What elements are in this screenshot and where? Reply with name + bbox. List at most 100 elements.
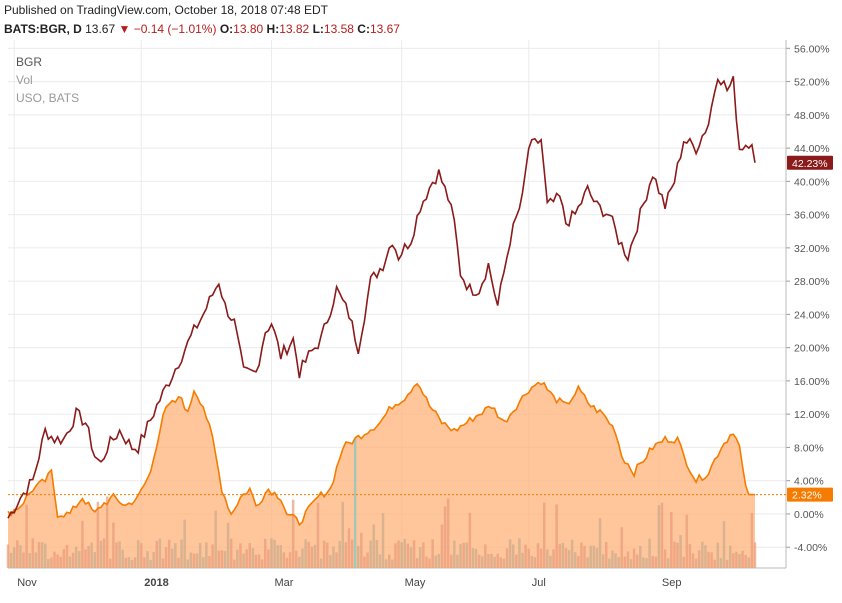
- volume-bar: [710, 552, 713, 568]
- volume-bar: [198, 543, 202, 568]
- volume-bar: [152, 552, 155, 568]
- y-tick-label: 12.00%: [794, 409, 830, 421]
- symbol-name[interactable]: BATS:BGR, D: [4, 22, 82, 36]
- volume-bar: [663, 549, 667, 568]
- volume-bar: [456, 554, 459, 568]
- volume-bar: [99, 540, 103, 568]
- volume-bar: [450, 554, 453, 568]
- volume-bar: [344, 542, 348, 568]
- volume-bar: [673, 541, 676, 568]
- volume-bar: [53, 551, 56, 568]
- volume-bar: [437, 553, 441, 568]
- volume-bar: [102, 538, 106, 568]
- volume-bar: [586, 557, 589, 568]
- volume-bar: [288, 552, 292, 568]
- volume-bar: [685, 514, 689, 568]
- volume-bar: [688, 543, 692, 568]
- volume-bar: [65, 544, 69, 568]
- volume-bar: [694, 558, 698, 568]
- volume-bar: [601, 554, 605, 568]
- volume-bar: [161, 558, 165, 568]
- volume-bar: [564, 547, 568, 568]
- volume-bar: [527, 548, 530, 568]
- volume-bar: [6, 544, 10, 568]
- volume-bar: [589, 545, 592, 568]
- y-tick-label: 32.00%: [794, 243, 830, 255]
- volume-bar: [282, 552, 286, 568]
- volume-bar: [639, 545, 642, 568]
- volume-bar: [71, 552, 75, 568]
- volume-bar: [202, 557, 205, 568]
- volume-bar: [425, 556, 428, 568]
- volume-bar: [217, 550, 221, 568]
- volume-bar: [25, 504, 28, 568]
- y-tick-label: -4.00%: [794, 542, 827, 554]
- volume-bar: [264, 538, 267, 568]
- volume-bar: [521, 552, 524, 568]
- volume-bar: [620, 527, 623, 568]
- volume-bar: [614, 553, 617, 568]
- volume-bar: [490, 553, 493, 568]
- close-label: C:: [357, 22, 370, 36]
- volume-bar: [347, 528, 351, 568]
- volume-bar: [580, 542, 583, 568]
- published-note: Published on TradingView.com, October 18…: [4, 3, 328, 17]
- volume-bar: [214, 510, 217, 568]
- volume-bar: [332, 546, 335, 568]
- volume-bar: [704, 545, 707, 568]
- volume-bar: [251, 548, 255, 568]
- volume-bar: [28, 553, 31, 568]
- volume-bar: [570, 539, 574, 568]
- volume-bar: [285, 557, 289, 568]
- volume-bar: [487, 554, 490, 568]
- volume-bar: [518, 538, 521, 568]
- volume-bar: [19, 545, 22, 568]
- volume-bar: [732, 553, 735, 568]
- volume-bar: [279, 545, 282, 568]
- volume-bar: [143, 557, 146, 568]
- x-tick-label: May: [405, 577, 426, 589]
- volume-bar: [270, 538, 273, 568]
- volume-bar: [167, 539, 171, 568]
- x-tick-label: Nov: [17, 577, 37, 589]
- published-text: Published on TradingView.com, October 18…: [4, 3, 328, 17]
- volume-bar: [446, 498, 450, 568]
- volume-bar: [707, 551, 710, 568]
- volume-bar: [205, 542, 208, 568]
- volume-bar: [223, 550, 227, 568]
- volume-bar: [670, 511, 673, 568]
- x-tick-label: Sep: [662, 577, 682, 589]
- chart-legend: BGR Vol USO, BATS: [16, 53, 79, 107]
- volume-bar: [9, 552, 13, 568]
- volume-bar: [753, 542, 757, 568]
- uso-last-value-badge: 2.32%: [792, 490, 822, 502]
- volume-bar: [474, 548, 478, 568]
- uso-area: [8, 382, 755, 568]
- volume-bar: [595, 548, 599, 568]
- volume-bar: [611, 550, 614, 568]
- volume-bar: [313, 544, 317, 568]
- volume-bar: [146, 551, 149, 568]
- volume-bar: [136, 540, 140, 568]
- bgr-last-value-badge: 42.23%: [792, 158, 828, 170]
- volume-bar: [115, 542, 118, 568]
- volume-bar: [78, 551, 81, 568]
- volume-bar: [725, 559, 729, 568]
- y-tick-label: 44.00%: [794, 143, 830, 155]
- legend-bgr[interactable]: BGR: [16, 55, 43, 69]
- volume-bar: [273, 539, 276, 568]
- legend-uso[interactable]: USO, BATS: [16, 91, 80, 105]
- volume-bar: [307, 541, 310, 568]
- volume-bar: [645, 558, 648, 568]
- volume-bar: [626, 551, 630, 568]
- volume-bar: [208, 555, 211, 568]
- y-tick-label: 36.00%: [794, 210, 830, 222]
- volume-bar: [121, 549, 124, 568]
- volume-bar: [558, 544, 561, 568]
- volume-bar: [127, 557, 131, 568]
- volume-bar: [192, 553, 196, 568]
- legend-volume[interactable]: Vol: [16, 73, 33, 87]
- volume-bar: [229, 538, 233, 568]
- volume-bar: [260, 559, 264, 568]
